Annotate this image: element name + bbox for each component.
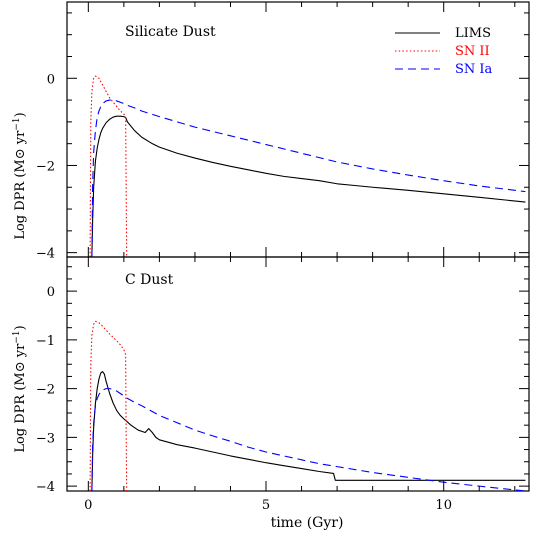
y-tick-label: 0 [47,72,55,87]
legend-label-sn-ia: SN Ia [455,62,493,77]
series-line-sn-ii [89,75,128,257]
x-axis-label: time (Gyr) [271,515,344,531]
y-tick-label: −1 [36,334,55,349]
panel-title: Silicate Dust [125,24,216,40]
panel-frame [66,256,530,492]
legend-item-lims: LIMS [395,26,491,41]
legend-item-sn-ia: SN Ia [395,62,493,77]
series-group [89,320,526,491]
legend-label-lims: LIMS [455,26,491,41]
y-axis-label: Log DPR (M⊙ yr−1) [12,112,28,239]
series-group [89,75,526,257]
c-dust-panel: 0 −1 −2 −3 −4 0 5 10 C Dust Log DPR (M⊙ yr−1) t… [12,256,530,531]
tick-group: 0 −1 −2 −3 −4 0 5 10 [36,257,529,513]
series-line-sn-ia [91,99,526,257]
legend-item-sn-ii: SN II [395,44,490,59]
y-tick-label: −4 [36,247,55,262]
y-axis-label: Log DPR (M⊙ yr−1) [12,325,28,452]
y-tick-label: −3 [36,431,55,446]
y-tick-label: −4 [36,480,55,495]
legend: LIMS SN II SN Ia [395,26,493,77]
x-tick-label: 5 [262,498,270,513]
series-line-lims [91,115,526,257]
panel-title: C Dust [125,272,174,288]
series-line-lims [91,371,526,491]
y-tick-label: −2 [36,159,55,174]
silicate-dust-panel: 0 −2 −4 Silicate Dust Log DPR (M⊙ yr−1) LI… [12,1,530,262]
tick-group: 0 −2 −4 [36,2,529,262]
legend-label-sn-ii: SN II [455,44,490,59]
y-tick-label: −2 [36,383,55,398]
x-tick-label: 0 [84,498,92,513]
y-tick-label: 0 [47,285,55,300]
x-tick-label: 10 [435,498,452,513]
series-line-sn-ia [91,388,526,491]
